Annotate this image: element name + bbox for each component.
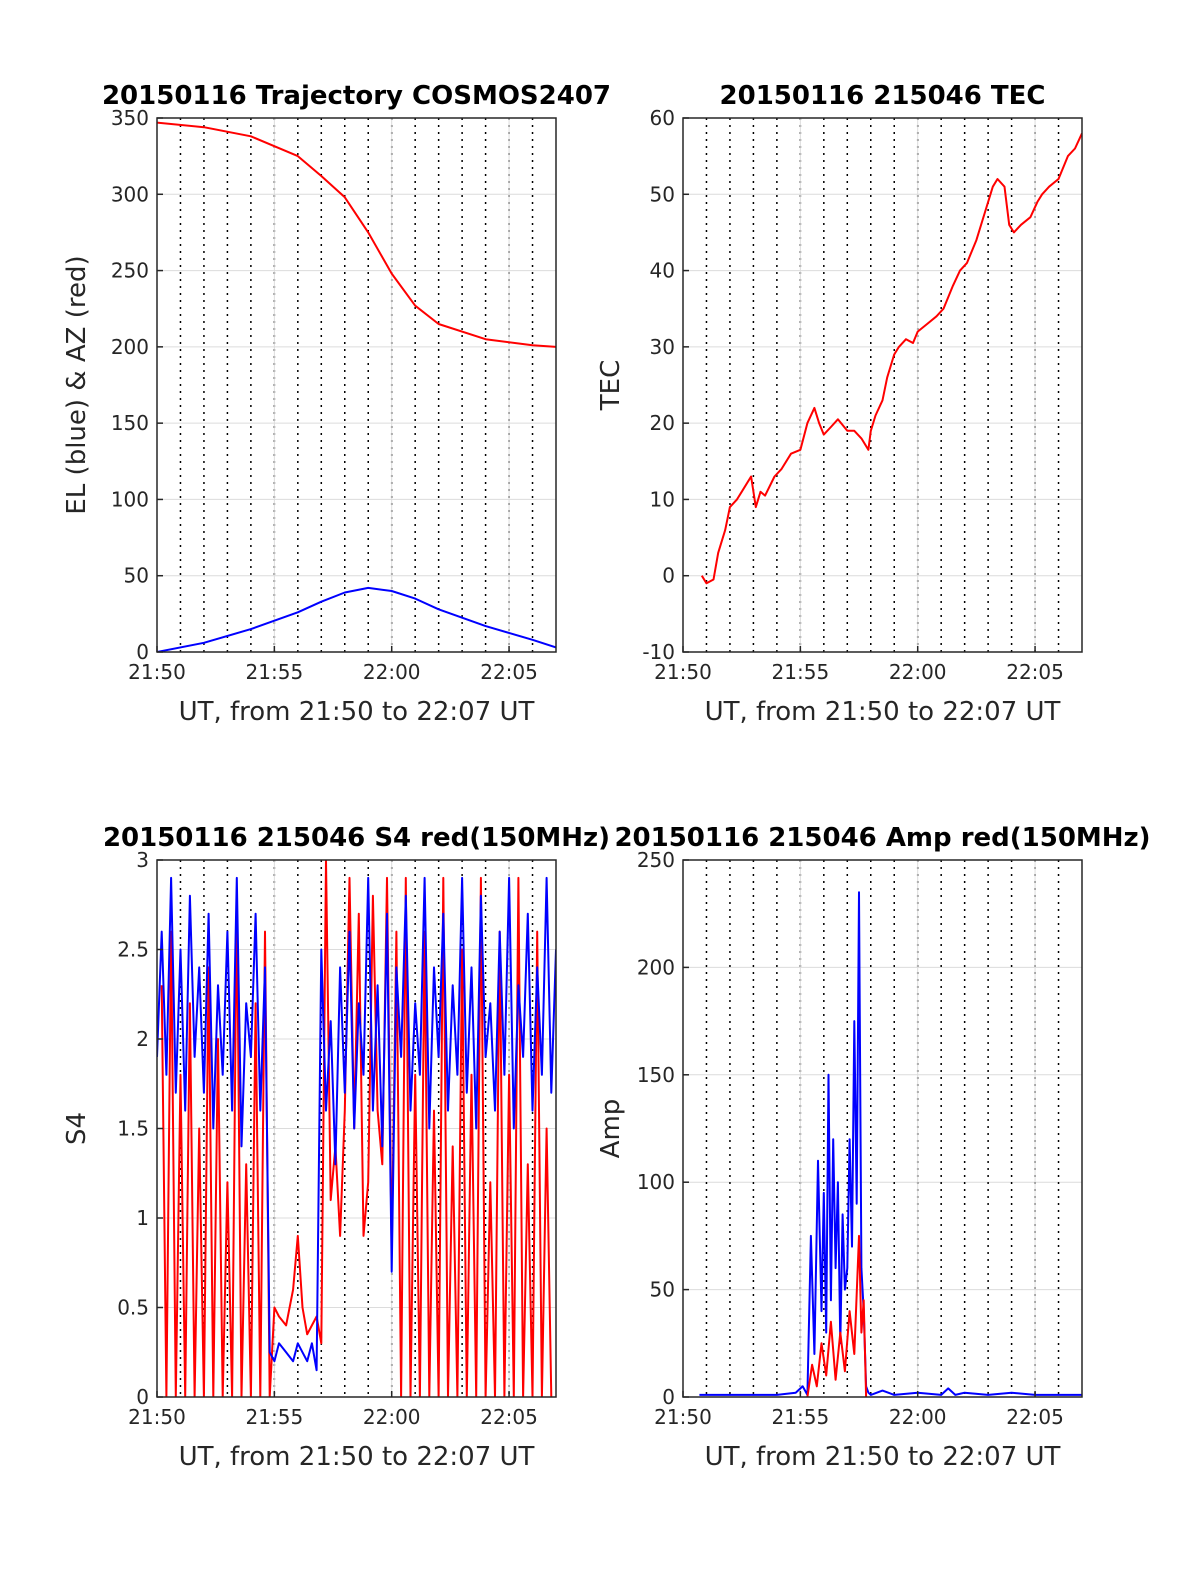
x-axis-label: UT, from 21:50 to 22:07 UT <box>705 1442 1061 1472</box>
y-tick-label: 60 <box>650 106 675 130</box>
axes-box <box>682 859 1083 1398</box>
y-tick-label: 150 <box>111 411 149 435</box>
x-tick-label: 21:55 <box>246 660 304 684</box>
y-tick-label: 200 <box>637 955 675 979</box>
x-tick-label: 21:50 <box>654 660 712 684</box>
y-axis-label: TEC <box>596 360 626 411</box>
y-tick-label: 200 <box>111 335 149 359</box>
x-tick-label: 22:00 <box>363 1405 421 1429</box>
y-axis-label: Amp <box>596 1099 626 1159</box>
x-tick-label: 22:00 <box>889 660 947 684</box>
y-tick-label: 0 <box>136 640 149 664</box>
y-tick-label: 100 <box>111 487 149 511</box>
y-tick-label: 2 <box>136 1027 149 1051</box>
series-line-0 <box>160 860 553 1397</box>
series-line-0 <box>699 891 1082 1396</box>
y-tick-label: 0 <box>662 1385 675 1409</box>
y-tick-label: -10 <box>642 640 675 664</box>
plot-area <box>683 860 1082 1397</box>
x-tick-label: 21:50 <box>654 1405 712 1429</box>
x-tick-label: 21:50 <box>128 660 186 684</box>
y-tick-label: 30 <box>650 335 675 359</box>
y-axis-label: EL (blue) & AZ (red) <box>62 255 92 514</box>
y-tick-label: 10 <box>650 487 675 511</box>
y-tick-label: 0.5 <box>117 1296 149 1320</box>
axes-box <box>156 117 557 653</box>
y-tick-label: 40 <box>650 259 675 283</box>
y-tick-label: 50 <box>650 182 675 206</box>
y-tick-label: 50 <box>124 564 149 588</box>
chart-panel-3: 0 50 100 150 200 250 21:50 21:55 22:00 22:05 20150… <box>596 823 1151 1472</box>
x-tick-label: 21:55 <box>246 1405 304 1429</box>
y-tick-label: 250 <box>111 259 149 283</box>
series-line-1 <box>157 586 556 652</box>
x-tick-label: 22:05 <box>1006 660 1064 684</box>
y-tick-label: 2.5 <box>117 938 149 962</box>
axes-box <box>682 117 1083 653</box>
y-tick-label: 350 <box>111 106 149 130</box>
x-tick-label: 22:05 <box>480 1405 538 1429</box>
x-tick-label: 22:05 <box>1006 1405 1064 1429</box>
x-tick-label: 22:05 <box>480 660 538 684</box>
series-line-1 <box>157 876 556 1372</box>
y-tick-label: 250 <box>637 848 675 872</box>
chart-panel-2: 0 0.5 1 1.5 2 2.5 3 21:50 21:55 22:00 22:05 2015011… <box>62 823 610 1472</box>
y-tick-label: 20 <box>650 411 675 435</box>
chart-title: 20150116 215046 Amp red(150MHz) <box>614 823 1150 853</box>
series-line-0 <box>700 132 1082 585</box>
plot-area <box>157 118 556 652</box>
y-tick-label: 100 <box>637 1170 675 1194</box>
x-axis-label: UT, from 21:50 to 22:07 UT <box>179 1442 535 1472</box>
x-tick-label: 21:55 <box>772 1405 830 1429</box>
series-line-0 <box>157 121 556 348</box>
x-tick-label: 21:55 <box>772 660 830 684</box>
y-tick-label: 0 <box>662 564 675 588</box>
x-axis-label: UT, from 21:50 to 22:07 UT <box>179 697 535 727</box>
chart-panel-0: 0 50 100 150 200 250 300 350 21:50 21:55 22:00 22:0… <box>62 81 611 727</box>
x-tick-label: 22:00 <box>363 660 421 684</box>
y-tick-label: 50 <box>650 1278 675 1302</box>
y-tick-label: 3 <box>136 848 149 872</box>
y-tick-label: 1.5 <box>117 1117 149 1141</box>
y-axis-label: S4 <box>62 1112 92 1145</box>
x-tick-label: 21:50 <box>128 1405 186 1429</box>
y-tick-label: 1 <box>136 1206 149 1230</box>
series-line-1 <box>806 1234 868 1397</box>
x-tick-label: 22:00 <box>889 1405 947 1429</box>
chart-panel-1: -10 0 10 20 30 40 50 60 21:50 21:55 22:00 22:05 2015… <box>596 81 1083 727</box>
chart-title: 20150116 215046 TEC <box>720 81 1046 111</box>
x-axis-label: UT, from 21:50 to 22:07 UT <box>705 697 1061 727</box>
chart-title: 20150116 Trajectory COSMOS2407 <box>102 81 611 111</box>
chart-title: 20150116 215046 S4 red(150MHz) <box>103 823 610 853</box>
y-tick-label: 300 <box>111 182 149 206</box>
y-tick-label: 150 <box>637 1063 675 1087</box>
plot-area <box>683 118 1082 652</box>
y-tick-label: 0 <box>136 1385 149 1409</box>
